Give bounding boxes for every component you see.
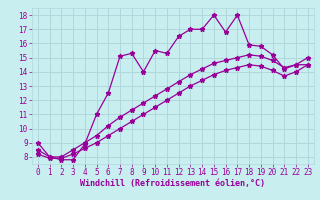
X-axis label: Windchill (Refroidissement éolien,°C): Windchill (Refroidissement éolien,°C) [80, 179, 265, 188]
